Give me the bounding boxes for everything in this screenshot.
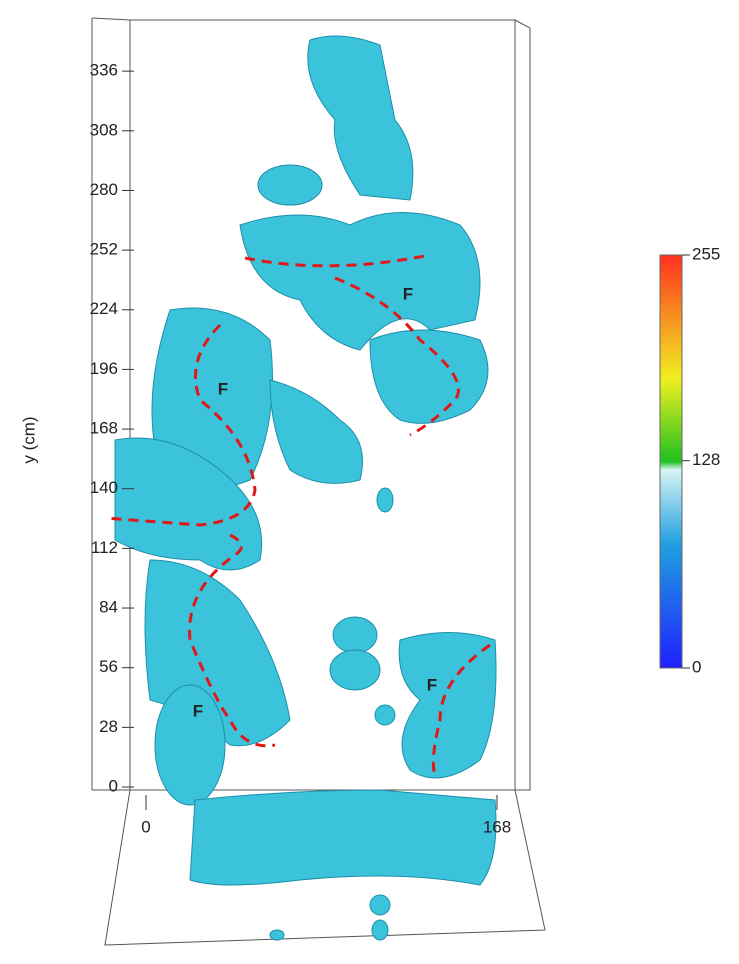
y-tick-label: 84 <box>99 598 118 617</box>
y-tick-label: 28 <box>99 717 118 736</box>
x-tick-label: 0 <box>141 817 150 836</box>
annotation: F <box>193 701 203 720</box>
y-tick-label: 112 <box>91 538 118 557</box>
fault-traces <box>104 253 491 776</box>
y-tick-label: 280 <box>90 180 118 199</box>
y-tick-label: 224 <box>90 299 118 318</box>
x-tick-label: 168 <box>483 817 511 836</box>
colorbar-tick-label: 128 <box>692 450 720 469</box>
annotation: F <box>427 675 437 694</box>
y-tick-label: 140 <box>90 478 118 497</box>
y-tick-label: 336 <box>90 61 118 80</box>
colorbar <box>659 254 683 669</box>
annotation: F <box>218 379 228 398</box>
annotation: F <box>403 284 413 303</box>
y-tick-label: 252 <box>90 240 118 259</box>
frame <box>91 17 546 946</box>
colorbar-tick-label: 0 <box>692 657 701 676</box>
y-tick-label: 196 <box>90 359 118 378</box>
y-tick-label: 308 <box>90 120 118 139</box>
y-tick-label: 56 <box>99 657 118 676</box>
colorbar-tick-label: 255 <box>692 244 720 263</box>
y-tick-label: 168 <box>90 419 118 438</box>
isosurfaces <box>114 35 497 941</box>
y-tick-label: 0 <box>109 776 118 795</box>
y-axis-label: y (cm) <box>19 416 38 463</box>
